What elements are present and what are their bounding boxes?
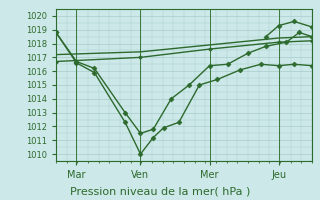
Text: Pression niveau de la mer( hPa ): Pression niveau de la mer( hPa ) <box>70 186 250 196</box>
